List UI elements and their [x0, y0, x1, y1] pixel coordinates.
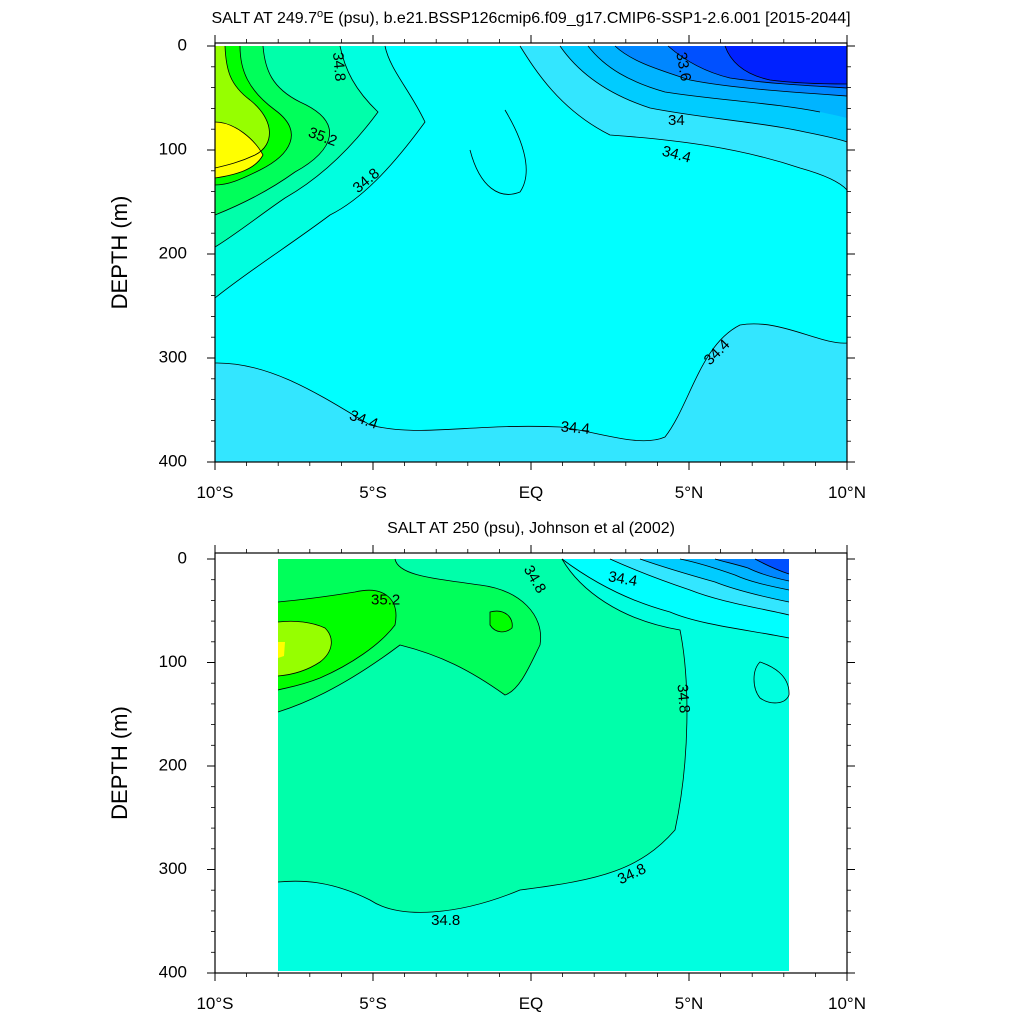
x-tick-label: EQ — [519, 483, 544, 502]
contour-label: 33.6 — [672, 51, 694, 83]
contour-line — [214, 121, 264, 179]
contour-line — [214, 45, 379, 248]
chart-title: SALT AT 250 (psu), Johnson et al (2002) — [387, 520, 675, 537]
x-axis: 10°S 5°S EQ 5°N 10°N — [196, 545, 866, 1013]
contour-label: 34.4 — [660, 143, 693, 167]
contour-fill — [755, 559, 789, 574]
contour-fill — [215, 122, 263, 178]
contour-line — [754, 558, 790, 575]
x-tick-label: 10°N — [828, 994, 866, 1013]
contour-fill — [278, 642, 285, 658]
contour-line — [587, 45, 821, 113]
contour-line — [214, 323, 848, 442]
contour-line — [277, 558, 688, 913]
y-tick-label: 100 — [159, 652, 187, 671]
y-axis-label: DEPTH (m) — [107, 196, 132, 310]
chart-title-part: E (psu), b.e21.BSSP126cmip6.f09_g17.CMIP… — [323, 10, 850, 27]
chart-title-part: SALT AT 249.7 — [211, 10, 317, 27]
contour-line — [214, 45, 270, 169]
x-tick-label: 5°N — [675, 994, 704, 1013]
x-tick-label: 5°N — [675, 483, 704, 502]
contour-line — [277, 558, 542, 713]
y-tick-label: 400 — [159, 962, 187, 981]
contour-fill — [725, 46, 847, 84]
contour-line — [753, 661, 790, 704]
contour-line — [214, 45, 426, 299]
contour-fill — [490, 611, 513, 632]
chart-title-degree: o — [317, 8, 323, 20]
contour-line — [714, 558, 790, 582]
y-tick-label: 300 — [159, 859, 187, 878]
contour-line — [489, 610, 513, 633]
contour-lines — [214, 45, 848, 442]
contour-label: 34.8 — [673, 683, 692, 714]
x-tick-label: 10°S — [196, 483, 233, 502]
contour-line — [561, 558, 790, 639]
x-tick-label: EQ — [519, 994, 544, 1013]
contour-line — [667, 45, 848, 89]
contour-fills — [215, 46, 847, 462]
x-tick-label: 5°S — [359, 994, 387, 1013]
contour-label: 34 — [668, 112, 685, 129]
y-tick-label: 300 — [159, 347, 187, 366]
panel-2: 35.234.8 34.434.834.834.8010020030040010°… — [107, 520, 866, 1013]
x-axis: 10°S 5°S EQ 5°N 10°N — [196, 35, 866, 502]
contour-line — [469, 109, 527, 195]
contour-line — [614, 45, 848, 97]
contour-line — [214, 45, 330, 216]
x-tick-label: 5°S — [359, 483, 387, 502]
contour-line — [214, 45, 292, 186]
contour-line — [639, 558, 790, 603]
chart-title-part: SALT AT 250 (psu), Johnson et al (2002) — [387, 520, 675, 537]
contour-label: 34.8 — [431, 912, 460, 929]
y-axis: 0 100 200 300 400 — [159, 548, 855, 981]
y-tick-label: 400 — [159, 451, 187, 470]
y-tick-label: 0 — [178, 35, 187, 54]
y-axis-label: DEPTH (m) — [107, 706, 132, 820]
contour-fill — [754, 662, 790, 703]
contour-lines — [277, 558, 790, 913]
contour-label: 34.4 — [607, 568, 639, 590]
y-tick-label: 0 — [178, 548, 187, 567]
contour-line — [277, 590, 397, 691]
contour-line — [277, 620, 332, 677]
y-tick-label: 200 — [159, 755, 187, 774]
contour-fill — [278, 621, 332, 676]
y-tick-label: 100 — [159, 139, 187, 158]
contour-fill — [215, 323, 847, 462]
contour-fills — [278, 559, 790, 971]
contour-line — [679, 558, 790, 591]
contour-label: 34.8 — [329, 51, 348, 82]
x-tick-label: 10°S — [196, 994, 233, 1013]
contour-line — [559, 45, 848, 143]
contour-line — [609, 558, 790, 616]
y-tick-label: 200 — [159, 243, 187, 262]
x-tick-label: 10°N — [828, 483, 866, 502]
contour-line — [724, 45, 848, 85]
contour-label: 34.4 — [560, 418, 591, 437]
chart-title: SALT AT 249.7oE (psu), b.e21.BSSP126cmip… — [211, 8, 850, 27]
y-axis: 0 100 200 300 400 — [159, 35, 855, 470]
contour-label: 35.2 — [371, 591, 400, 608]
contour-line — [519, 45, 848, 191]
